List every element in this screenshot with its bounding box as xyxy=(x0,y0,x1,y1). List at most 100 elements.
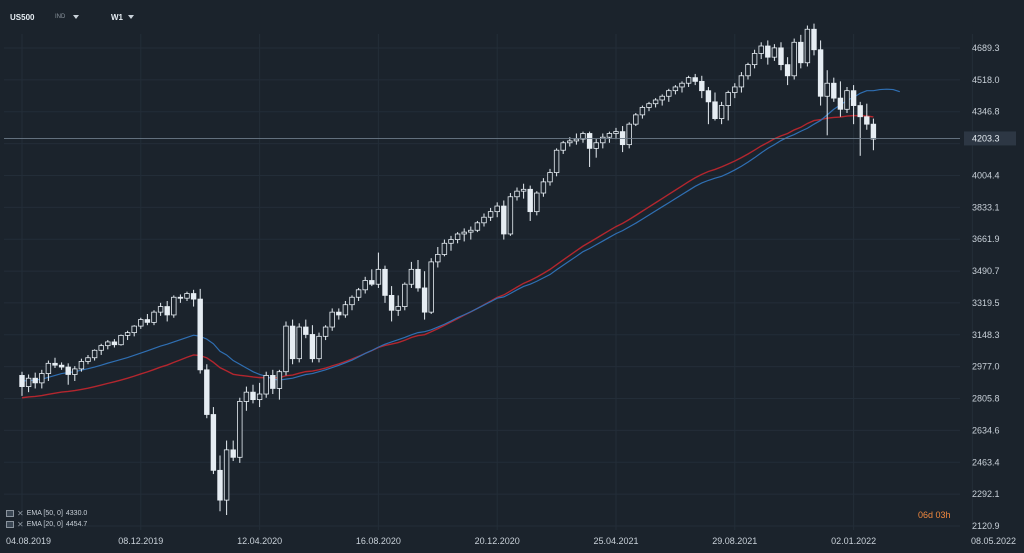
candle-body xyxy=(296,326,302,360)
candle-body xyxy=(461,231,467,235)
y-tick-label: 3661.9 xyxy=(972,234,1000,244)
candle xyxy=(289,319,296,365)
candle-body xyxy=(850,90,857,106)
x-tick-label: 08.12.2019 xyxy=(118,536,163,546)
candle-body xyxy=(844,90,850,110)
candle xyxy=(666,88,672,102)
candle-body xyxy=(639,107,646,116)
candle xyxy=(553,148,560,177)
candle xyxy=(375,252,382,288)
close-icon[interactable]: ✕ xyxy=(17,509,24,518)
candle xyxy=(52,357,58,368)
legend-ema50-label: EMA [50, 0] xyxy=(26,510,63,517)
candle-body xyxy=(151,311,157,323)
candle xyxy=(771,44,778,61)
candle-body xyxy=(837,97,844,110)
candle xyxy=(171,295,177,318)
candle xyxy=(481,213,487,227)
candle xyxy=(362,276,368,294)
close-icon[interactable]: ✕ xyxy=(17,520,24,529)
candle xyxy=(428,258,434,315)
candle-body xyxy=(204,369,210,415)
candle xyxy=(454,232,461,244)
x-tick-label: 16.08.2020 xyxy=(356,536,401,546)
y-tick-label: 4518.0 xyxy=(972,75,1000,85)
candle-body xyxy=(646,103,652,108)
candle-body xyxy=(58,364,65,368)
candle-body xyxy=(322,326,329,337)
candle-body xyxy=(250,391,256,401)
candle-body xyxy=(355,289,362,298)
candle xyxy=(296,323,302,363)
candle xyxy=(633,113,639,127)
candle-body xyxy=(474,222,481,231)
x-tick-label: 25.04.2021 xyxy=(593,536,638,546)
candle xyxy=(118,334,124,346)
candle xyxy=(501,200,507,240)
candle-body xyxy=(527,188,533,213)
candle-body xyxy=(857,105,863,118)
legend-ema50[interactable]: ✕ EMA [50, 0] 4330.0 xyxy=(6,509,87,518)
candle-body xyxy=(468,229,474,233)
candle-body xyxy=(217,469,223,501)
candle-body xyxy=(435,254,441,263)
candle xyxy=(25,374,32,393)
legend-ema20[interactable]: ✕ EMA [20, 0] 4454.7 xyxy=(6,520,87,529)
candle xyxy=(600,133,606,149)
candle-body xyxy=(39,373,45,384)
candle-body xyxy=(171,296,177,316)
candle-body xyxy=(283,325,289,373)
last-price-layer: 4203.3 xyxy=(4,131,1016,146)
candle xyxy=(837,81,844,117)
candle xyxy=(718,101,725,125)
candle-body xyxy=(567,140,573,144)
candle-body xyxy=(316,335,322,360)
candle xyxy=(850,85,857,125)
candle-body xyxy=(303,326,309,335)
candle-body xyxy=(494,205,500,213)
candle xyxy=(164,300,170,322)
candle xyxy=(105,340,111,350)
symbol-dropdown-caret-icon[interactable] xyxy=(73,15,79,19)
candle xyxy=(527,185,533,221)
candle xyxy=(85,354,91,365)
candle-body xyxy=(329,311,335,328)
candle-body xyxy=(520,188,527,192)
candle xyxy=(65,363,71,385)
candle xyxy=(685,75,692,87)
candle xyxy=(593,139,599,158)
candle xyxy=(712,92,718,121)
candle-body xyxy=(784,64,791,77)
x-axis: 04.08.2019 08.12.2019 12.04.2020 16.08.2020… xyxy=(6,536,1016,546)
candle xyxy=(32,372,38,389)
candle-body xyxy=(237,401,243,458)
candle xyxy=(250,384,256,404)
candle xyxy=(672,85,679,95)
symbol-selector[interactable]: US500 xyxy=(10,13,35,22)
candle-body xyxy=(824,82,830,97)
candle-body xyxy=(210,414,217,471)
candle-body xyxy=(652,99,659,105)
timeframe-selector[interactable]: W1 xyxy=(111,13,123,22)
y-tick-label: 3490.7 xyxy=(972,266,1000,276)
candle xyxy=(804,25,811,67)
candle-body xyxy=(718,105,725,119)
candle-body xyxy=(256,393,263,401)
candle xyxy=(831,77,837,102)
candle xyxy=(342,300,349,318)
candle-body xyxy=(804,28,811,64)
candle-body xyxy=(534,192,540,213)
candle xyxy=(659,94,665,106)
candle xyxy=(45,360,52,382)
candle-body xyxy=(65,366,71,375)
x-tick-label: 08.05.2022 xyxy=(971,536,1016,546)
candle-body xyxy=(507,196,514,235)
candle xyxy=(474,220,481,233)
candle-body xyxy=(448,239,454,244)
candle-body xyxy=(342,304,349,316)
candle-body xyxy=(626,123,632,146)
candle xyxy=(751,49,758,69)
candle-body xyxy=(745,64,751,77)
timeframe-dropdown-caret-icon[interactable] xyxy=(128,15,134,19)
